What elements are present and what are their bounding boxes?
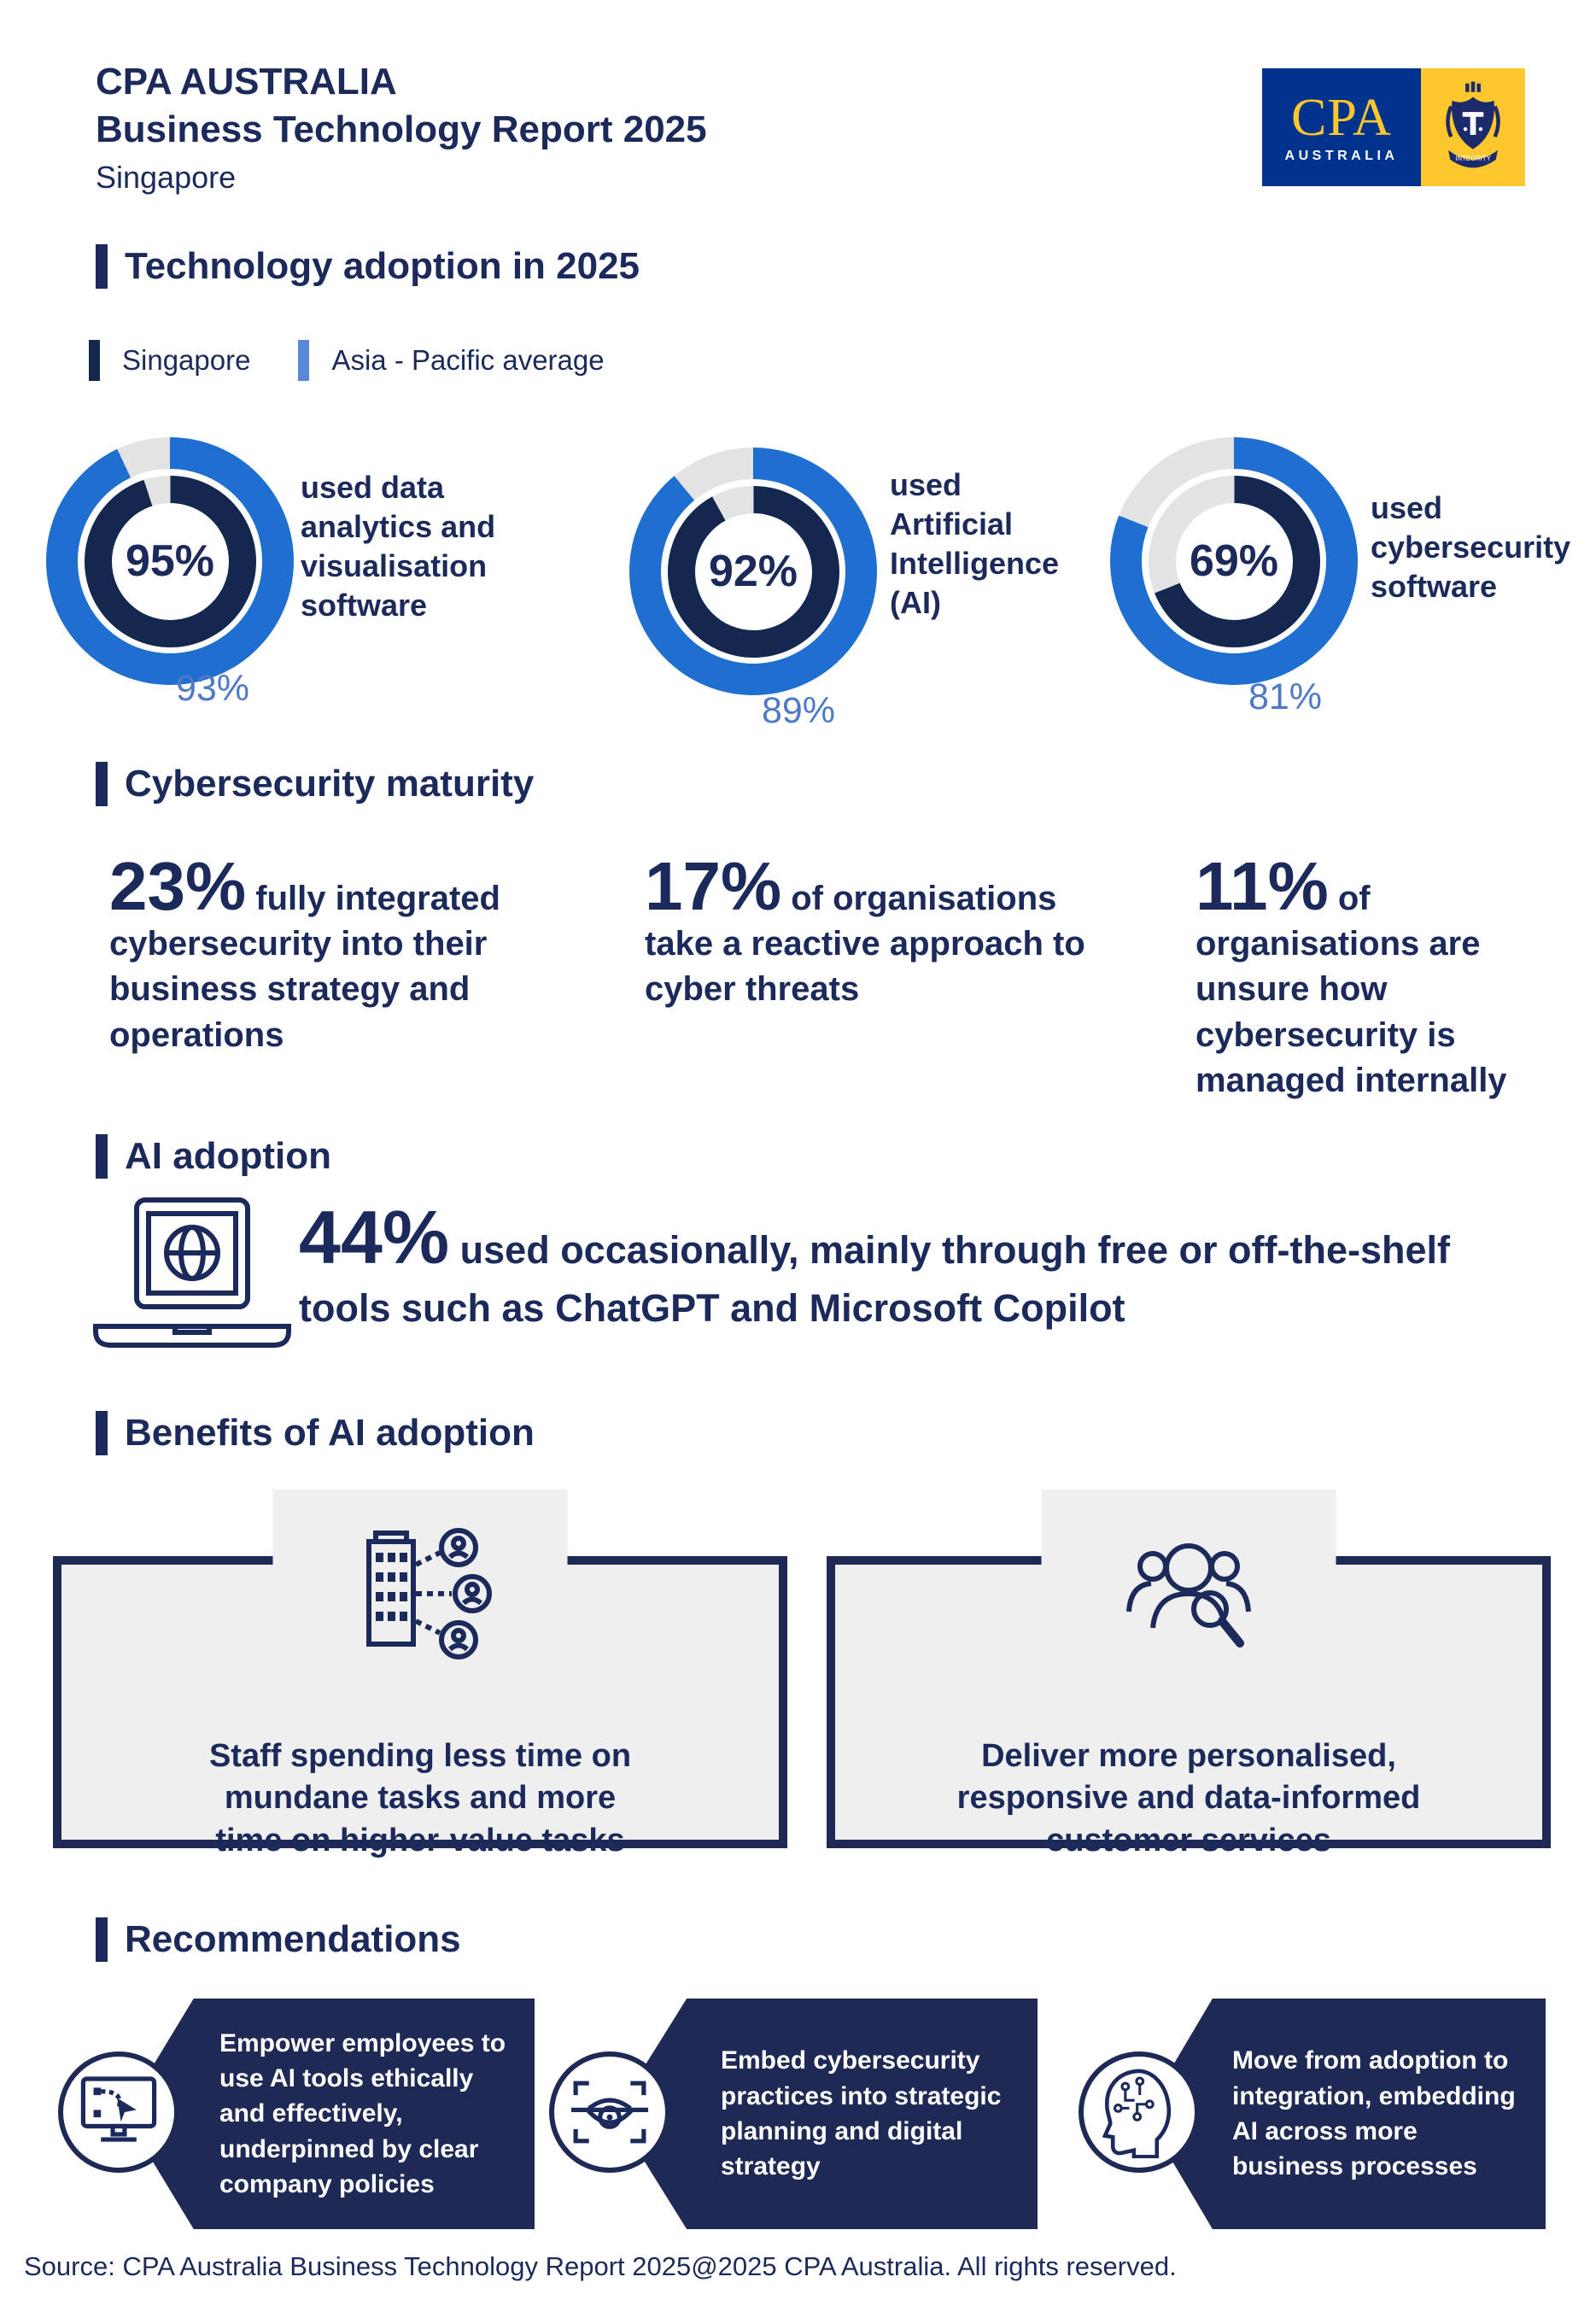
customer-search-icon: [1112, 1524, 1266, 1660]
donut-ai: 92%: [629, 448, 877, 695]
benefit-tab: [1041, 1490, 1336, 1596]
stat-value: 17%: [645, 848, 782, 924]
section-title-tech-adoption: Technology adoption in 2025: [125, 245, 640, 287]
section-title-benefits: Benefits of AI adoption: [125, 1412, 535, 1454]
donut-cybersecurity: 69%: [1110, 437, 1358, 685]
recommendation-empower-employees: Empower employees to use AI tools ethica…: [51, 1999, 535, 2229]
crest-motto: INTEGRITY: [1455, 155, 1491, 162]
ring-asia-pacific: 95%: [46, 437, 294, 685]
stat-cyber-reactive: 17% of organisations take a reactive app…: [645, 852, 1093, 1013]
cpa-australia-logo: CPA AUSTRALIA INTEGRITY: [1262, 68, 1525, 186]
section-bar: [96, 1134, 108, 1179]
logo-gold-panel: INTEGRITY: [1421, 68, 1525, 186]
section-cyber-maturity: Cybersecurity maturity: [96, 762, 534, 806]
ring-singapore: 95%: [84, 475, 256, 647]
stat-text: used occasionally, mainly through free o…: [299, 1228, 1450, 1330]
ring-singapore: 69%: [1148, 475, 1320, 647]
recommendation-ai-integration: Move from adoption to integration, embed…: [1072, 1999, 1546, 2229]
recommendation-text: Empower employees to use AI tools ethica…: [124, 1999, 535, 2229]
source-note: Source: CPA Australia Business Technolog…: [24, 2251, 1177, 2281]
legend-swatch-singapore: [89, 340, 100, 381]
singapore-value: 69%: [1189, 536, 1279, 586]
section-title-ai-adoption: AI adoption: [125, 1135, 331, 1177]
legend-label-singapore: Singapore: [122, 344, 251, 376]
benefit-text: Staff spending less time on mundane task…: [208, 1738, 632, 1858]
asia-pacific-value: 89%: [761, 690, 836, 731]
report-title: Business Technology Report 2025: [96, 108, 707, 151]
report-region: Singapore: [96, 159, 237, 195]
donut-label-data-analytics: used data analytics and visualisation so…: [301, 470, 496, 623]
legend-label-asia-pacific: Asia - Pacific average: [331, 344, 605, 376]
recommendation-text: Embed cybersecurity practices into strat…: [615, 1999, 1038, 2229]
ring-singapore: 92%: [667, 485, 839, 658]
recommendation-text: Move from adoption to integration, embed…: [1144, 1999, 1546, 2229]
section-bar: [96, 1411, 108, 1455]
donut-data-analytics: 95%: [46, 437, 294, 685]
section-title-recommendations: Recommendations: [125, 1918, 461, 1960]
benefit-card-customer-services: Deliver more personalised, responsive an…: [827, 1490, 1551, 1858]
section-bar: [96, 244, 108, 289]
legend-swatch-asia-pacific: [298, 340, 310, 381]
section-tech-adoption: Technology adoption in 2025: [96, 244, 640, 289]
ai-head-icon: [1079, 2051, 1200, 2173]
stat-cyber-integrated: 23% fully integrated cybersecurity into …: [109, 852, 588, 1058]
section-bar: [96, 1917, 108, 1962]
asia-pacific-value: 93%: [175, 668, 250, 709]
building-network-icon: [348, 1512, 493, 1665]
donut-label-cybersecurity: used cybersecurity software: [1371, 490, 1571, 605]
stat-value: 11%: [1196, 848, 1329, 924]
singapore-value: 92%: [708, 547, 798, 596]
stat-ai-occasional: 44% used occasionally, mainly through fr…: [299, 1200, 1494, 1337]
logo-word: AUSTRALIA: [1284, 148, 1399, 163]
logo-acronym: CPA: [1291, 88, 1392, 147]
stat-cyber-unsure: 11% of organisations are unsure how cybe…: [1196, 852, 1588, 1103]
stat-value: 23%: [109, 848, 247, 924]
benefit-tab: [272, 1490, 568, 1596]
logo-blue-panel: CPA AUSTRALIA: [1262, 68, 1421, 186]
stat-text: of organisations are unsure how cybersec…: [1196, 880, 1507, 1099]
chart-legend: Singapore Asia - Pacific average: [89, 340, 605, 381]
section-ai-adoption: AI adoption: [96, 1134, 331, 1179]
ring-asia-pacific: 92%: [629, 448, 877, 695]
ring-asia-pacific: 69%: [1110, 437, 1358, 685]
benefit-card-staff-time: Staff spending less time on mundane task…: [53, 1490, 787, 1858]
laptop-globe-icon: [85, 1191, 299, 1367]
eye-scan-icon: [549, 2051, 670, 2173]
design-monitor-icon: [58, 2051, 179, 2173]
cpa-crest-icon: INTEGRITY: [1446, 81, 1500, 168]
header: CPA AUSTRALIA Business Technology Report…: [96, 58, 707, 197]
section-bar: [96, 762, 108, 806]
section-title-cyber-maturity: Cybersecurity maturity: [125, 763, 535, 805]
stat-value: 44%: [299, 1195, 450, 1279]
org-name: CPA AUSTRALIA: [96, 61, 397, 102]
section-benefits: Benefits of AI adoption: [96, 1411, 535, 1455]
recommendation-embed-cybersecurity: Embed cybersecurity practices into strat…: [542, 1999, 1038, 2229]
benefit-text: Deliver more personalised, responsive an…: [956, 1738, 1421, 1858]
stat-text: fully integrated cybersecurity into thei…: [109, 880, 500, 1054]
asia-pacific-value: 81%: [1248, 676, 1323, 717]
donut-label-ai: used Artificial Intelligence (AI): [890, 467, 1060, 621]
section-recommendations: Recommendations: [96, 1917, 461, 1962]
stat-text: of organisations take a reactive approac…: [645, 880, 1085, 1009]
singapore-value: 95%: [125, 536, 215, 586]
